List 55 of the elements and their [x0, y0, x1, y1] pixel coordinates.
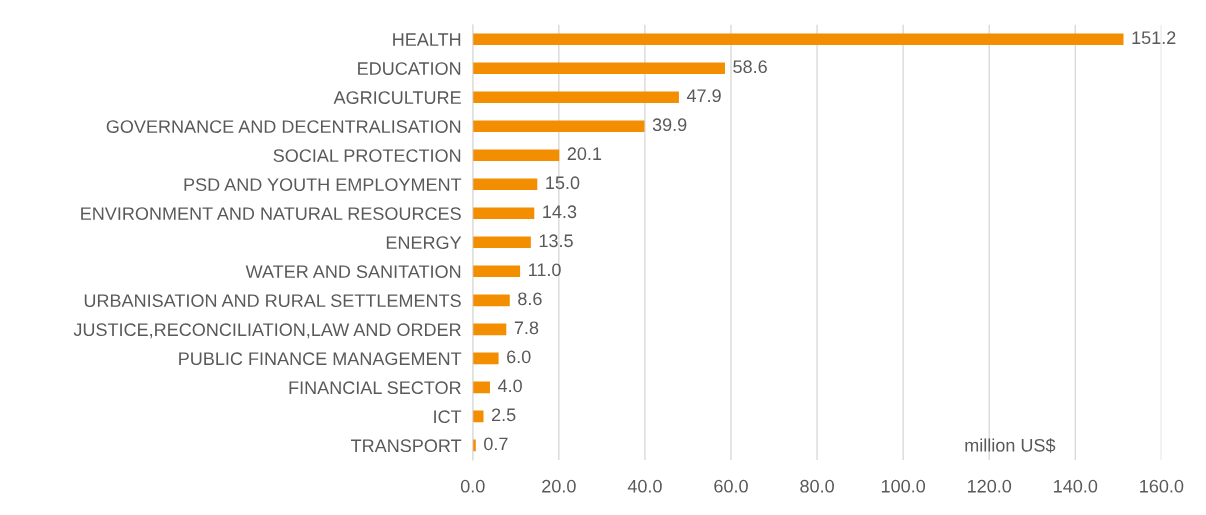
bar — [472, 410, 484, 423]
data-label: 11.0 — [529, 263, 561, 277]
y-tick-label: PUBLIC FINANCE MANAGEMENT — [179, 352, 462, 366]
y-tick-label: TRANSPORT — [351, 439, 462, 453]
data-label: 0.7 — [484, 437, 508, 451]
y-tick-label: SOCIAL PROTECTION — [273, 149, 461, 162]
bar — [472, 33, 1124, 46]
bar — [472, 91, 679, 104]
x-tick-label: 160.0 — [1140, 479, 1184, 493]
x-tick-label: 100.0 — [881, 479, 926, 493]
data-label: 7.8 — [514, 321, 539, 335]
data-label: 2.5 — [492, 408, 516, 422]
y-tick-label: ICT — [434, 410, 462, 424]
data-label: 6.0 — [507, 350, 531, 364]
x-tick-label: 20.0 — [542, 479, 576, 493]
data-label: 39.9 — [652, 118, 687, 132]
y-tick-label: URBANISATION AND RURAL SETTLEMENTS — [84, 294, 461, 308]
x-tick-label: 40.0 — [627, 479, 662, 493]
y-tick-label: WATER AND SANITATION — [245, 265, 461, 279]
data-label: 8.6 — [518, 292, 542, 306]
bar — [472, 294, 510, 307]
bar — [472, 381, 490, 394]
y-tick-label: EDUCATION — [358, 62, 461, 75]
bar — [472, 149, 560, 162]
data-label: 20.1 — [567, 147, 602, 161]
data-label: 151.2 — [1132, 31, 1176, 45]
bar — [472, 439, 476, 452]
y-tick-label: PSD AND YOUTH EMPLOYMENT — [184, 178, 462, 191]
bar — [472, 178, 538, 191]
bar — [472, 236, 531, 249]
y-tick-label: ENERGY — [386, 236, 462, 250]
data-label: 58.6 — [733, 60, 767, 74]
y-tick-label: JUSTICE,RECONCILIATION,LAW AND ORDER — [73, 323, 461, 339]
data-label: 47.9 — [686, 89, 721, 103]
x-tick-label: 120.0 — [968, 479, 1012, 493]
annotation: million US$ — [965, 438, 1056, 453]
bar — [472, 120, 645, 133]
data-label: 4.0 — [497, 379, 522, 393]
x-tick-label: 80.0 — [800, 479, 834, 493]
data-label: 15.0 — [546, 176, 580, 190]
data-label: 14.3 — [543, 205, 577, 219]
bar — [472, 323, 507, 336]
bar — [472, 352, 499, 365]
x-tick-label: 60.0 — [714, 479, 748, 493]
y-tick-label: HEALTH — [393, 33, 461, 46]
bar — [472, 207, 535, 220]
bar — [472, 265, 521, 278]
bar — [472, 62, 725, 75]
y-tick-label: AGRICULTURE — [333, 91, 461, 104]
y-tick-label: GOVERNANCE AND DECENTRALISATION — [106, 120, 461, 133]
y-tick-label: ENVIRONMENT AND NATURAL RESOURCES — [81, 207, 461, 221]
data-label: 13.5 — [539, 234, 573, 248]
x-tick-label: 140.0 — [1054, 479, 1098, 493]
x-tick-label: 0.0 — [460, 479, 485, 493]
y-tick-label: FINANCIAL SECTOR — [289, 381, 461, 395]
